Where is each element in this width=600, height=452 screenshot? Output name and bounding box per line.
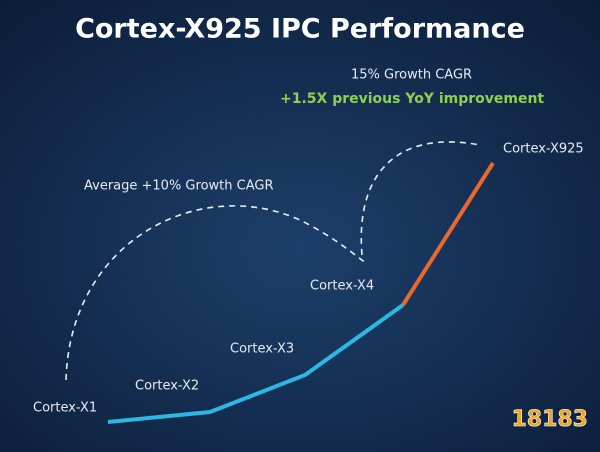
category-label: Cortex-X4 xyxy=(310,279,374,294)
chart-title: Cortex-X925 IPC Performance xyxy=(75,14,525,45)
series-line xyxy=(401,161,495,307)
category-label: Cortex-X2 xyxy=(135,379,199,394)
annotation: 15% Growth CAGR xyxy=(351,68,472,83)
category-label: Cortex-X3 xyxy=(230,342,294,357)
annotation: Average +10% Growth CAGR xyxy=(84,179,273,194)
annotation: +1.5X previous YoY improvement xyxy=(280,91,544,107)
series-line xyxy=(107,303,405,424)
dashed-arc xyxy=(65,205,366,381)
watermark: 18183 xyxy=(511,407,588,432)
category-label: Cortex-X1 xyxy=(33,401,97,416)
category-label: Cortex-X925 xyxy=(503,142,584,157)
dashed-arc xyxy=(360,141,481,256)
